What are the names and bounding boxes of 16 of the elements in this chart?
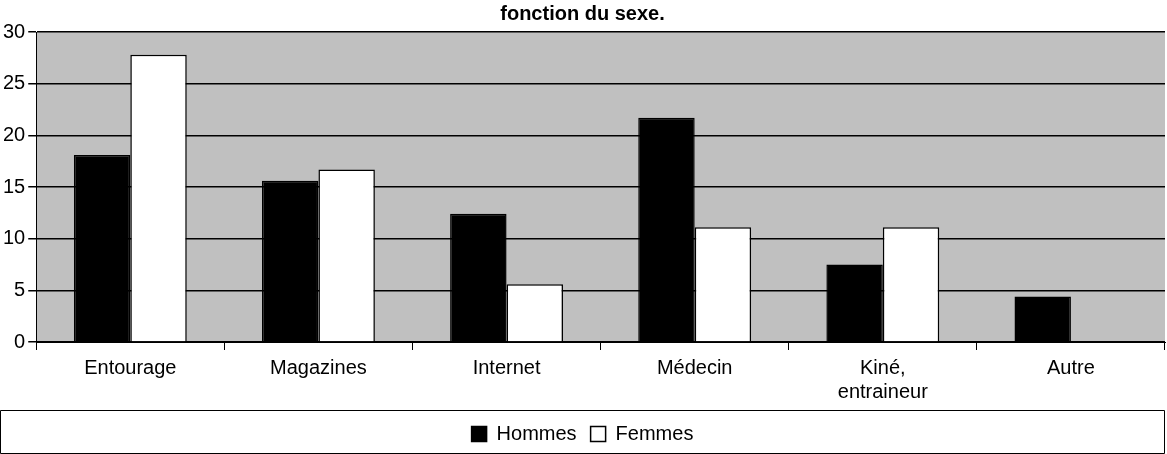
y-tick-label: 0	[14, 329, 26, 352]
y-tick-label: 30	[3, 19, 26, 42]
y-tick-label: 20	[3, 122, 26, 145]
legend-label: Hommes	[496, 421, 577, 444]
x-tick-label: Autre	[1047, 355, 1095, 378]
y-tick-label: 25	[3, 71, 26, 94]
x-tick-label: Médecin	[656, 355, 733, 378]
chart-title: fonction du sexe.	[500, 1, 665, 24]
legend-label: Femmes	[615, 421, 694, 444]
y-tick-label: 10	[3, 226, 26, 249]
x-tick-label: Kiné, entraineur	[837, 355, 929, 402]
y-tick-label: 5	[14, 277, 26, 300]
y-tick-label: 15	[3, 174, 26, 197]
x-tick-label: Internet	[472, 355, 541, 378]
x-tick-label: Entourage	[84, 355, 177, 378]
x-tick-label: Magazines	[270, 355, 367, 378]
